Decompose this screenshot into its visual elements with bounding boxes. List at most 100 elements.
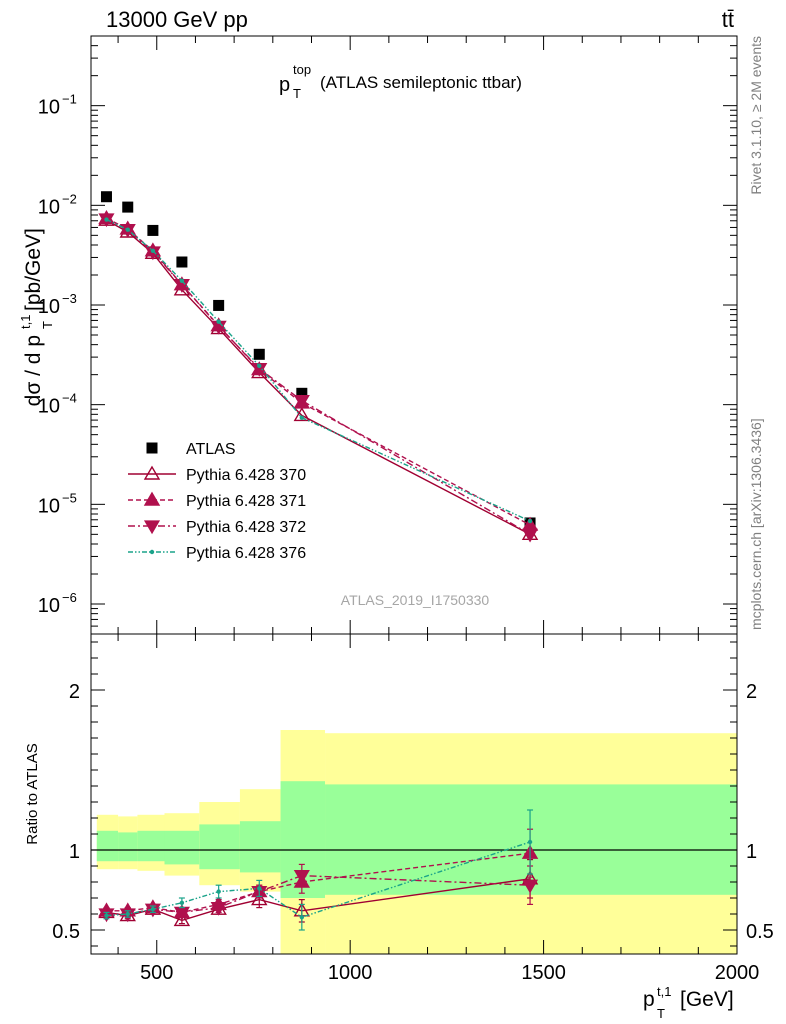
ratio-point-pythia_376 [104,913,109,918]
process-label: tt̄ [722,7,734,32]
ratio-point-pythia_376 [179,900,185,905]
point-data [296,387,308,399]
x-label-main: p [643,988,655,1011]
ratio-y-tick-label-right: 1 [746,841,757,863]
x-label-unit: [GeV] [680,988,734,1011]
y-tick-label-exp: −3 [62,291,77,306]
y-tick-label: 10 [38,396,60,418]
uncertainty-band-inner [164,830,200,865]
point-pythia_370 [293,407,311,422]
ratio-point-pythia_376 [299,915,305,920]
y-tick-label: 10 [38,97,60,119]
ratio-point-pythia_370 [251,891,268,906]
ratio-line-pythia_376 [106,841,531,918]
y-axis-label: dσ / d p t,1 T [pb/GeV] [18,228,55,406]
plot-title-rest: (ATLAS semileptonic ttbar) [320,73,522,92]
uncertainty-band-inner [325,784,737,895]
y-tick-label: 10 [38,196,60,218]
ratio-point-pythia_376 [150,907,156,912]
plot-title-main: p [279,74,290,96]
y-tick-label: 10 [38,595,60,617]
uncertainty-band-inner [137,830,165,862]
y-label-sup: t,1 [18,315,33,329]
y-tick-label: 10 [38,296,60,318]
y-tick-label-exp: −4 [62,391,77,406]
series-line-pythia_370 [106,219,531,535]
legend-label-data: ATLAS [186,441,236,458]
ratio-panel-frame [90,633,738,955]
ratio-point-pythia_372 [293,869,310,884]
ratio-point-pythia_376 [125,911,130,917]
point-pythia_372 [522,528,539,543]
ratio-point-pythia_370 [173,912,191,927]
ratio-y-tick-label: 2 [69,681,80,703]
legend-marker-pythia_370 [143,465,161,480]
plot-title-sup: top [293,62,311,77]
x-tick-label: 1000 [328,962,373,984]
point-data [122,201,134,213]
legend-marker-pythia_372 [143,520,161,535]
y-tick-label: 10 [38,495,60,517]
point-data [176,256,188,268]
point-pythia_372 [293,394,310,409]
series-line-pythia_376 [106,218,531,522]
rivet-label: Rivet 3.1.10, ≥ 2M events [748,36,764,195]
legend-label-pythia_371: Pythia 6.428 371 [186,493,306,510]
ratio-point-pythia_376 [216,889,221,894]
point-pythia_376 [104,217,109,222]
plot-title-sub: T [293,86,301,101]
legend-label-pythia_372: Pythia 6.428 372 [186,519,306,536]
plot-title: p [279,74,290,96]
ratio-point-pythia_376 [527,839,533,845]
ratio-y-tick-label: 1 [69,841,80,863]
point-pythia_376 [179,278,185,283]
y-label-unit: [pb/GeV] [22,228,45,311]
point-data [253,348,265,360]
ratio-point-pythia_372 [522,879,539,894]
point-data [100,191,112,203]
legend-label-pythia_376: Pythia 6.428 376 [186,545,306,562]
y-label-main: dσ / d p [22,335,45,406]
y-tick-label-exp: −5 [62,490,77,505]
ratio-y-tick-label: 0.5 [52,921,80,943]
ratio-y-tick-label-right: 0.5 [746,921,774,943]
point-pythia_376 [257,363,262,369]
analysis-watermark: ATLAS_2019_I1750330 [341,592,490,608]
point-data [147,224,159,236]
x-axis-label: p t,1 T [GeV] [643,984,734,1021]
ratio-point-pythia_376 [257,886,262,891]
x-label-sub: T [657,1006,665,1021]
y-tick-label-exp: −2 [62,191,77,206]
x-tick-label: 500 [140,962,173,984]
point-pythia_376 [527,518,533,524]
ratio-point-pythia_372 [210,901,227,916]
mcplots-label: mcplots.cern.ch [arXiv:1306.3436] [748,418,764,630]
uncertainty-band-inner [239,821,281,873]
point-pythia_376 [299,415,305,420]
series-line-pythia_371 [106,217,531,526]
energy-label: 13000 GeV pp [106,7,248,32]
legend: ATLAS Pythia 6.428 370 Pythia 6.428 371 Pyt… [128,441,306,562]
y-label-sub: T [40,321,55,329]
point-pythia_376 [150,248,156,253]
series-line-pythia_372 [106,218,531,535]
main-distribution-panel: 10−610−510−410−310−210−1 p top T (ATLAS … [18,35,738,635]
legend-marker-pythia_376 [149,549,155,555]
x-tick-label: 1500 [521,962,566,984]
legend-marker-pythia_371 [143,491,161,506]
ratio-panel: 0.5 0.5 1 1 2 2 500 1000 1500 2000 Ratio to ATLAS… [24,633,774,1021]
uncertainty-band-inner [96,830,119,862]
legend-label-pythia_370: Pythia 6.428 370 [186,467,306,484]
point-pythia_376 [216,319,221,324]
ratio-y-label: Ratio to ATLAS [24,743,41,844]
y-tick-label-exp: −1 [62,92,77,107]
point-pythia_376 [125,227,130,232]
point-data [213,299,225,311]
y-tick-label-exp: −6 [62,590,77,605]
point-pythia_372 [144,246,161,261]
x-label-sup: t,1 [657,984,671,999]
x-tick-label: 2000 [715,962,760,984]
ratio-y-tick-label-right: 2 [746,681,757,703]
uncertainty-band-inner [118,832,138,862]
